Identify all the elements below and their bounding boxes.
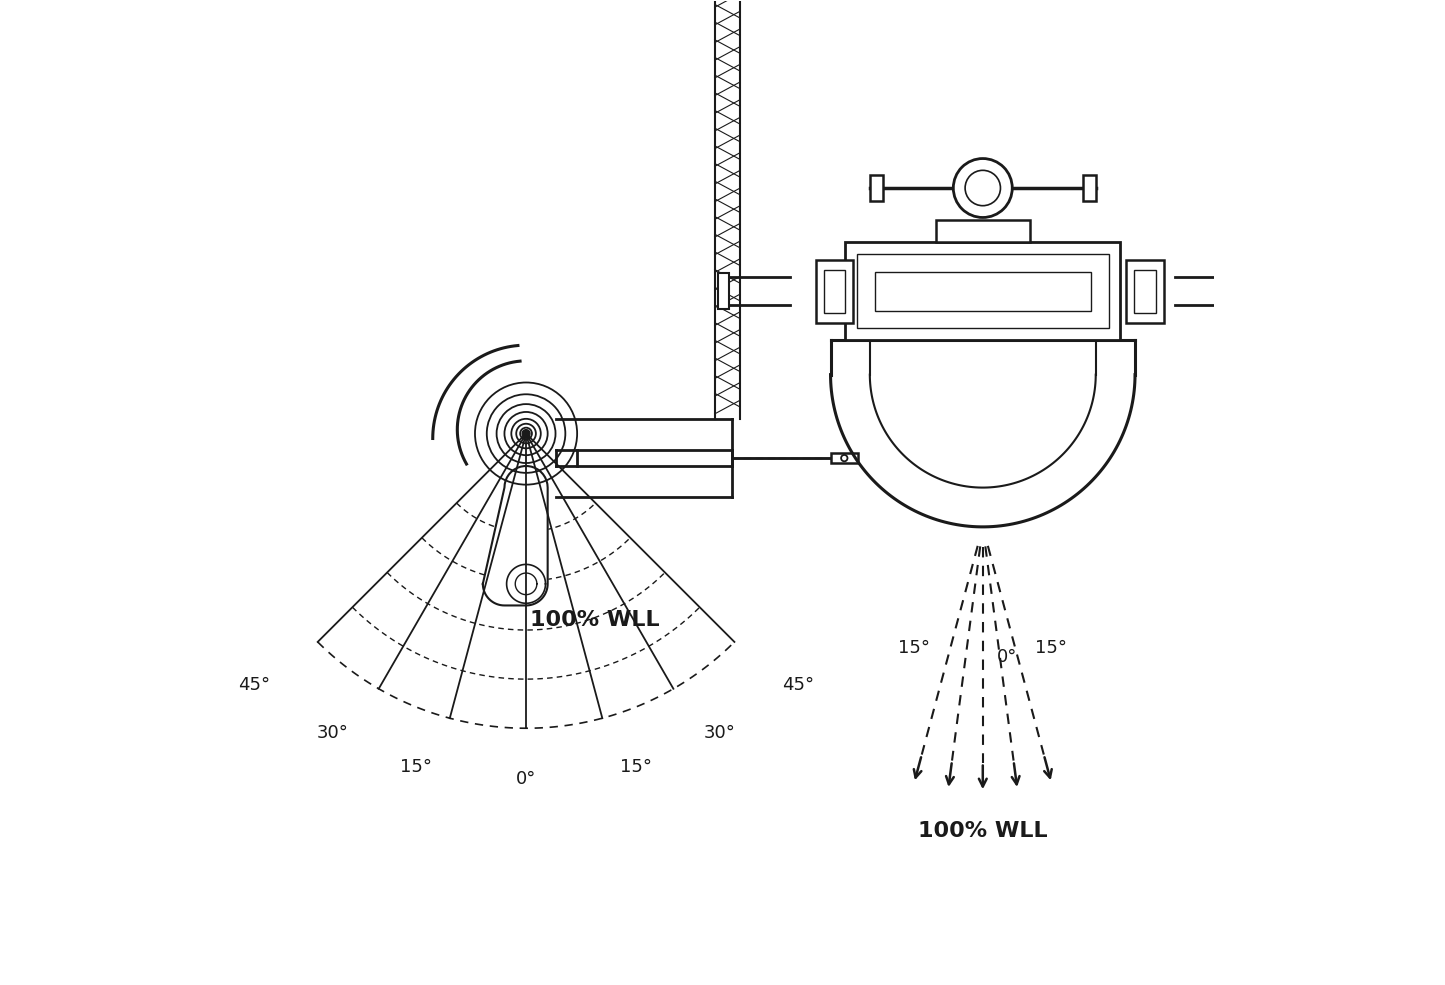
Bar bbox=[824, 270, 845, 313]
Text: 30°: 30° bbox=[704, 724, 736, 742]
Bar bbox=[604, 450, 733, 466]
Circle shape bbox=[954, 159, 1013, 218]
Polygon shape bbox=[483, 466, 548, 606]
Text: 0°: 0° bbox=[997, 648, 1017, 666]
Bar bbox=[831, 453, 858, 463]
Bar bbox=[816, 260, 853, 322]
Text: 15°: 15° bbox=[400, 758, 432, 776]
Text: 30°: 30° bbox=[316, 724, 348, 742]
Text: 0°: 0° bbox=[516, 770, 536, 788]
Bar bbox=[857, 254, 1108, 328]
Bar bbox=[870, 175, 883, 201]
Circle shape bbox=[522, 429, 530, 437]
Text: 15°: 15° bbox=[899, 638, 931, 657]
Bar bbox=[845, 242, 1120, 340]
Bar bbox=[936, 221, 1030, 242]
Bar bbox=[1237, 274, 1248, 309]
Text: 45°: 45° bbox=[782, 676, 815, 693]
Text: 15°: 15° bbox=[620, 758, 652, 776]
Bar bbox=[1134, 270, 1156, 313]
Text: 100% WLL: 100% WLL bbox=[530, 610, 659, 630]
Text: 15°: 15° bbox=[1036, 638, 1068, 657]
Bar bbox=[1082, 175, 1095, 201]
Bar bbox=[1126, 260, 1163, 322]
Bar bbox=[718, 274, 730, 309]
Text: 100% WLL: 100% WLL bbox=[918, 821, 1048, 841]
Text: 45°: 45° bbox=[238, 676, 270, 693]
Bar bbox=[874, 272, 1091, 311]
